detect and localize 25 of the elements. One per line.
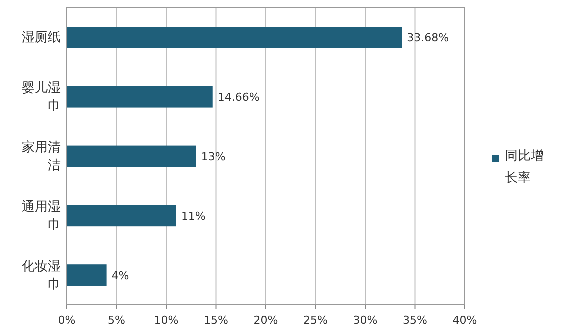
- y-tick-label: 湿厕纸: [22, 30, 61, 46]
- bar: [67, 205, 176, 227]
- data-label: 33.68%: [407, 32, 450, 45]
- y-tick-label: 家用清洁: [22, 140, 61, 174]
- x-tick-label: 25%: [304, 314, 328, 327]
- legend-label: 同比增长率: [505, 149, 544, 186]
- bar: [67, 27, 402, 48]
- data-label: 14.66%: [218, 91, 260, 104]
- x-tick-label: 20%: [254, 314, 278, 327]
- data-label: 11%: [181, 210, 206, 223]
- bar: [67, 86, 213, 108]
- bar: [67, 264, 107, 286]
- x-tick-label: 35%: [403, 314, 428, 327]
- x-tick-label: 10%: [154, 314, 179, 327]
- x-tick-label: 15%: [204, 314, 228, 327]
- x-tick-label: 0%: [58, 314, 76, 327]
- data-label: 4%: [112, 269, 130, 282]
- y-tick-label: 化妆湿巾: [22, 259, 61, 292]
- y-tick-label: 婴儿湿巾: [22, 81, 61, 114]
- x-tick-label: 5%: [108, 314, 126, 327]
- bar: [67, 146, 196, 168]
- x-tick-label: 30%: [353, 314, 378, 327]
- data-label: 13%: [201, 150, 226, 164]
- y-tick-label: 通用湿巾: [22, 200, 61, 233]
- x-tick-label: 40%: [452, 314, 478, 327]
